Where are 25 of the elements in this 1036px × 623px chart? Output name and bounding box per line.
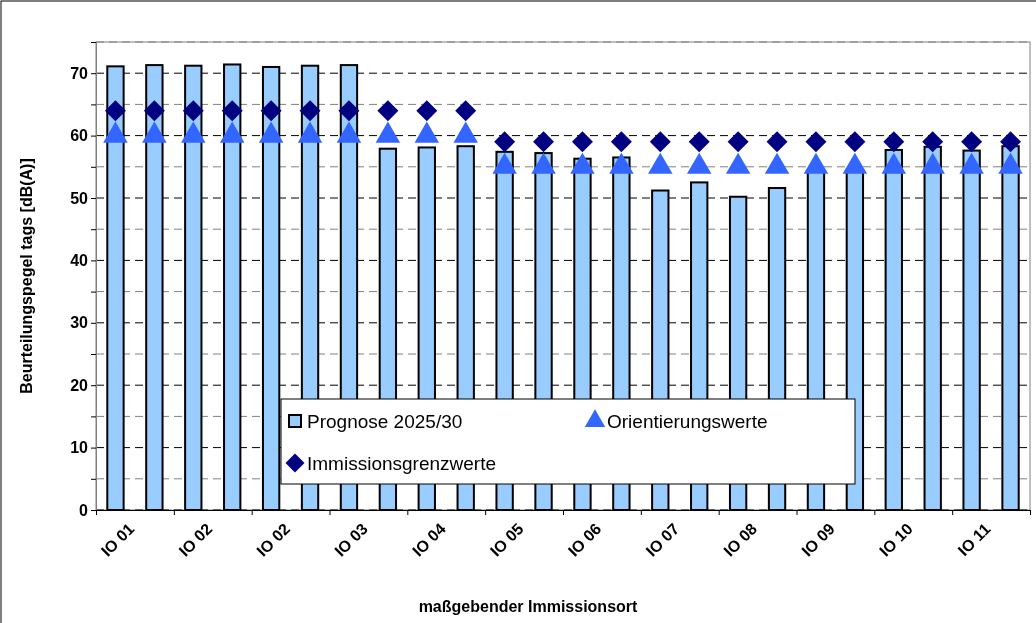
x-axis-title: maßgebender Immissionsort [418,598,639,615]
legend-label: Orientierungswerte [607,410,768,432]
y-tick-label: 60 [70,127,89,145]
x-tick-label: IO 05 [486,519,527,560]
y-tick-label: 40 [70,252,89,270]
y-tick-label: 20 [70,376,89,394]
x-tick-label: IO 02 [253,519,294,560]
y-tick-label: 50 [70,189,89,207]
x-tick-label: IO 10 [876,519,916,560]
y-tick-label: 30 [70,314,89,332]
x-tick-label: IO 11 [954,519,994,560]
x-tick-label: IO 07 [642,519,683,560]
y-axis-title: Beurteilungspegel tags [dB(A)] [18,158,35,394]
legend-label: Immissionsgrenzwerte [307,452,496,474]
x-tick-label: IO 02 [175,519,216,560]
y-tick-label: 10 [70,439,89,457]
y-tick-label: 70 [70,64,89,82]
x-tick-label: IO 06 [564,519,605,560]
x-tick-label: IO 03 [331,519,372,560]
y-tick-label: 0 [79,501,89,519]
x-tick-label: IO 08 [720,519,761,560]
legend-label: Prognose 2025/30 [307,410,463,432]
x-tick-label: IO 04 [409,519,449,560]
x-tick-label: IO 01 [97,519,138,560]
x-tick-label: IO 09 [798,519,839,560]
